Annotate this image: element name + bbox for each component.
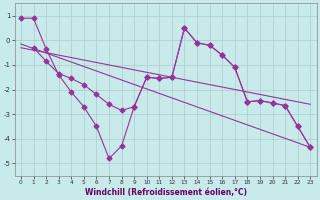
X-axis label: Windchill (Refroidissement éolien,°C): Windchill (Refroidissement éolien,°C) (84, 188, 247, 197)
